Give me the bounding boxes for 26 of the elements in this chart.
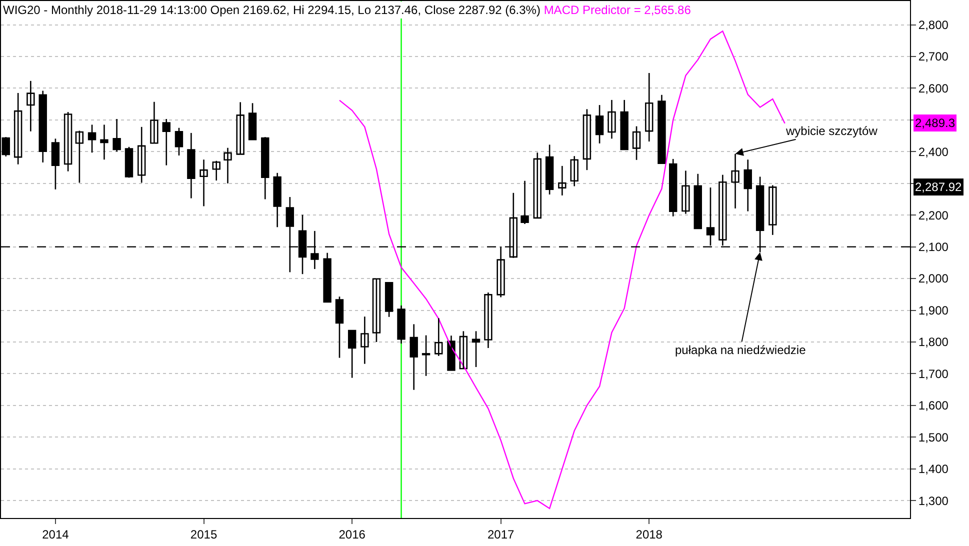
- x-tick-label: 2014: [42, 527, 70, 542]
- annotation: pułapka na niedźwiedzie: [675, 343, 806, 357]
- chart-subtitle: MACD Predictor = 2,565.86: [544, 3, 692, 17]
- y-tick-label: 1,400: [918, 462, 949, 476]
- y-tick-label: 1,600: [918, 398, 949, 413]
- x-tick-label: 2018: [636, 527, 663, 542]
- y-tick-label: 1,500: [918, 430, 949, 444]
- y-tick-label: 2,600: [918, 81, 949, 96]
- y-tick-label: 2,100: [918, 240, 949, 254]
- y-tick-label: 2,200: [918, 208, 949, 222]
- y-tick-label: 2,800: [918, 18, 949, 32]
- y-tick-label: 1,900: [918, 303, 949, 318]
- y-tick-label: 1,800: [918, 335, 949, 350]
- y-tick-label: 2,000: [918, 272, 949, 286]
- y-tick-label: 1,300: [918, 494, 949, 508]
- candlestick: [422, 334, 430, 377]
- x-tick-label: 2016: [338, 527, 366, 542]
- x-tick-label: 2015: [190, 527, 218, 542]
- annotation: wybicie szczytów: [785, 124, 878, 138]
- text: 2,489.3: [915, 116, 956, 130]
- y-tick-label: 2,400: [918, 144, 949, 159]
- y-tick-label: 1,700: [918, 366, 949, 381]
- chart-title: WIG20 - Monthly 2018-11-29 14:13:00 Open 2169.62, Hi 2294.15, Lo 2137.46, Close 2287.92 (6.3%): [3, 3, 540, 17]
- y-tick-label: 2,700: [918, 50, 949, 64]
- x-tick-label: 2017: [487, 527, 514, 542]
- text: 2,287.92: [915, 180, 962, 194]
